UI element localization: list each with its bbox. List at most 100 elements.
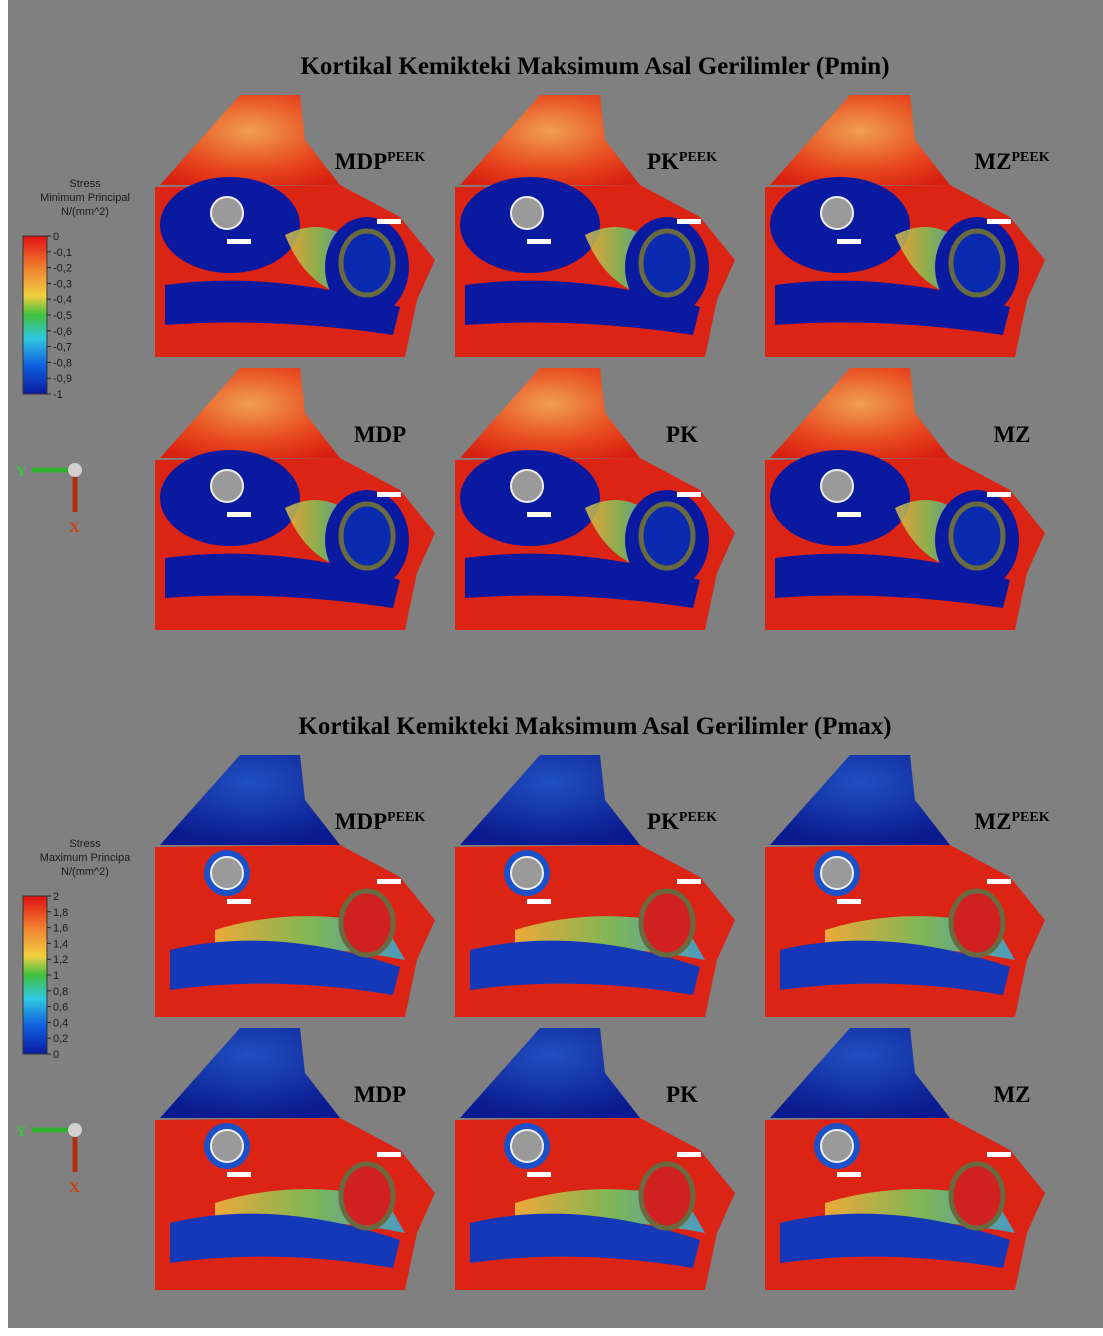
model-superscript: PEEK — [679, 150, 717, 165]
note-tag — [987, 1152, 1011, 1157]
implant-ring — [341, 891, 393, 955]
colorbar-label: -1 — [53, 389, 63, 401]
model-name: PK — [666, 1082, 698, 1107]
colorbar-label: -0,5 — [53, 310, 72, 322]
implant-ring — [641, 891, 693, 955]
note-tag — [987, 219, 1011, 224]
colorbar-label: -0,1 — [53, 247, 72, 259]
note-tag — [677, 879, 701, 884]
axis-origin — [68, 1123, 82, 1137]
panel-title: Kortikal Kemikteki Maksimum Asal Gerilim… — [298, 713, 891, 740]
note-tag — [987, 492, 1011, 497]
axis-x-label: X — [69, 1180, 80, 1196]
colorbar-label: -0,9 — [53, 373, 72, 385]
colorbar-label: 0,4 — [53, 1017, 68, 1029]
hole — [211, 857, 243, 889]
implant-ring — [951, 504, 1003, 568]
legend-title: Stress — [69, 178, 101, 190]
model-label: MDP — [354, 1082, 406, 1107]
model-name: MZ — [974, 809, 1011, 834]
colorbar-label: -0,7 — [53, 342, 72, 354]
colorbar-label: -0,3 — [53, 278, 72, 290]
model-superscript: PEEK — [1011, 810, 1049, 825]
colorbar-label: 0,2 — [53, 1033, 68, 1045]
model-label: MZ — [993, 422, 1030, 447]
colorbar-label: 0,6 — [53, 1002, 68, 1014]
note-tag — [837, 899, 861, 904]
model-name: MDP — [354, 1082, 406, 1107]
legend-title: N/(mm^2) — [61, 866, 109, 878]
model-superscript: PEEK — [679, 810, 717, 825]
axis-x-label: X — [69, 520, 80, 536]
note-tag — [527, 899, 551, 904]
model-name: PK — [647, 809, 679, 834]
model-name: MZ — [974, 149, 1011, 174]
axis-y-label: Y — [16, 1124, 27, 1140]
implant-ring — [341, 504, 393, 568]
hole — [211, 1130, 243, 1162]
note-tag — [677, 1152, 701, 1157]
implant-ring — [641, 1164, 693, 1228]
model-label: MZ — [993, 1082, 1030, 1107]
colorbar-label: -0,6 — [53, 326, 72, 338]
panel-title: Kortikal Kemikteki Maksimum Asal Gerilim… — [300, 53, 889, 80]
axis-origin — [68, 463, 82, 477]
note-tag — [527, 239, 551, 244]
note-tag — [377, 879, 401, 884]
legend-title: Stress — [69, 838, 101, 850]
model-name: MDP — [354, 422, 406, 447]
colorbar-label: -0,4 — [53, 294, 72, 306]
model-name: MDP — [335, 149, 387, 174]
note-tag — [227, 899, 251, 904]
axis-y-label: Y — [16, 464, 27, 480]
colorbar — [23, 236, 47, 394]
legend-title: Minimum Principal — [40, 192, 130, 204]
hole — [511, 470, 543, 502]
note-tag — [527, 1172, 551, 1177]
figure: Kortikal Kemikteki Maksimum Asal Gerilim… — [0, 0, 1103, 1336]
model-superscript: PEEK — [387, 810, 425, 825]
note-tag — [837, 512, 861, 517]
note-tag — [227, 512, 251, 517]
colorbar-label: 1,6 — [53, 923, 68, 935]
note-tag — [377, 1152, 401, 1157]
model-name: PK — [666, 422, 698, 447]
note-tag — [227, 1172, 251, 1177]
hole — [821, 1130, 853, 1162]
note-tag — [377, 492, 401, 497]
colorbar-label: -0,8 — [53, 357, 72, 369]
hole — [821, 197, 853, 229]
note-tag — [677, 219, 701, 224]
implant-ring — [951, 231, 1003, 295]
model-superscript: PEEK — [387, 150, 425, 165]
note-tag — [677, 492, 701, 497]
colorbar-label: 1 — [53, 970, 59, 982]
hole — [511, 1130, 543, 1162]
colorbar-label: 1,8 — [53, 907, 68, 919]
model-name: PK — [647, 149, 679, 174]
colorbar — [23, 896, 47, 1054]
colorbar-label: 1,2 — [53, 954, 68, 966]
model-label: PK — [666, 1082, 698, 1107]
model-name: MZ — [993, 1082, 1030, 1107]
model-label: MDP — [354, 422, 406, 447]
implant-ring — [341, 231, 393, 295]
note-tag — [987, 879, 1011, 884]
implant-ring — [341, 1164, 393, 1228]
colorbar-label: 0,8 — [53, 986, 68, 998]
note-tag — [527, 512, 551, 517]
implant-ring — [951, 1164, 1003, 1228]
hole — [511, 857, 543, 889]
hole — [511, 197, 543, 229]
hole — [211, 470, 243, 502]
colorbar-label: 0 — [53, 231, 59, 243]
colorbar-label: 2 — [53, 891, 59, 903]
hole — [821, 857, 853, 889]
implant-ring — [951, 891, 1003, 955]
model-superscript: PEEK — [1011, 150, 1049, 165]
note-tag — [837, 1172, 861, 1177]
note-tag — [837, 239, 861, 244]
implant-ring — [641, 231, 693, 295]
note-tag — [227, 239, 251, 244]
model-name: MZ — [993, 422, 1030, 447]
